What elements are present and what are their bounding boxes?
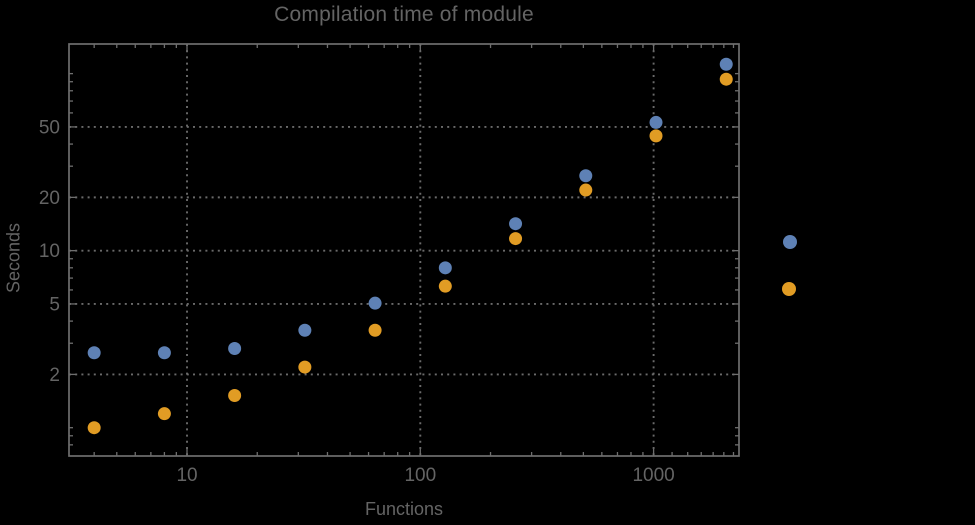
- legend-marker-blue-series: [783, 235, 797, 249]
- legend-marker-orange-series: [782, 282, 796, 296]
- data-point-blue-series: [228, 342, 242, 356]
- x-tick-label: 1000: [632, 465, 674, 486]
- data-point-blue-series: [298, 323, 312, 337]
- y-tick-label: 20: [39, 188, 60, 209]
- x-tick-label: 100: [404, 465, 436, 486]
- data-point-blue-series: [649, 115, 663, 129]
- data-point-orange-series: [579, 183, 593, 197]
- data-point-blue-series: [87, 346, 101, 360]
- x-axis-label: Functions: [364, 499, 444, 519]
- data-point-orange-series: [298, 360, 312, 374]
- data-point-orange-series: [509, 232, 523, 246]
- data-point-blue-series: [719, 57, 733, 71]
- y-tick-label: 10: [39, 241, 60, 262]
- data-point-orange-series: [157, 407, 171, 421]
- data-point-blue-series: [438, 261, 452, 275]
- data-point-orange-series: [719, 72, 733, 86]
- y-tick-label: 50: [39, 117, 60, 138]
- data-point-blue-series: [509, 217, 523, 231]
- data-point-blue-series: [157, 346, 171, 360]
- data-point-orange-series: [649, 129, 663, 143]
- data-point-blue-series: [579, 169, 593, 183]
- data-point-orange-series: [228, 389, 242, 403]
- data-point-orange-series: [438, 279, 452, 293]
- chart-title: Compilation time of module: [274, 3, 534, 26]
- data-point-orange-series: [368, 323, 382, 337]
- y-tick-label: 5: [49, 294, 60, 315]
- data-point-blue-series: [368, 296, 382, 310]
- data-point-orange-series: [87, 421, 101, 435]
- plot-frame: [68, 43, 740, 457]
- x-tick-label: 10: [176, 465, 197, 486]
- y-tick-label: 2: [49, 365, 60, 386]
